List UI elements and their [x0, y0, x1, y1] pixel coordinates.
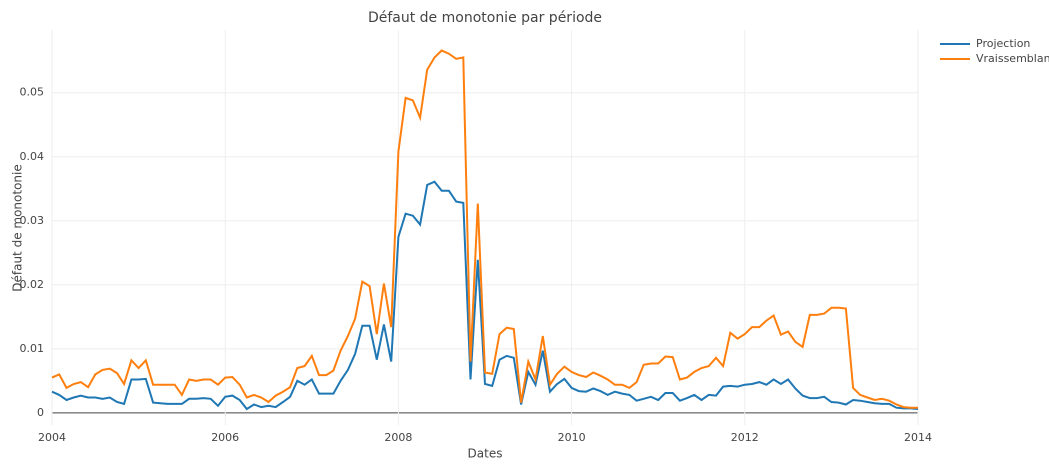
line-series [51, 180, 919, 411]
chart-title: Défaut de monotonie par période [368, 10, 602, 26]
line-series [51, 49, 918, 409]
x-tick-label: 2012 [731, 431, 759, 444]
legend-label: Projection [976, 37, 1030, 50]
y-tick-label: 0.05 [20, 86, 45, 99]
x-axis-title: Dates [468, 447, 503, 461]
y-axis-title: Défaut de monotonie [11, 164, 25, 292]
y-tick-label: 0.01 [20, 342, 45, 355]
legend-label: Vraissemblance [976, 52, 1049, 65]
x-tick-label: 2014 [904, 431, 932, 444]
y-tick-label: 0.04 [20, 150, 45, 163]
y-tick-label: 0 [37, 406, 44, 419]
x-tick-label: 2006 [211, 431, 239, 444]
y-tick-label: 0.02 [20, 278, 45, 291]
x-tick-label: 2010 [558, 431, 586, 444]
x-tick-label: 2004 [38, 431, 66, 444]
x-tick-label: 2008 [384, 431, 412, 444]
y-tick-label: 0.03 [20, 214, 45, 227]
